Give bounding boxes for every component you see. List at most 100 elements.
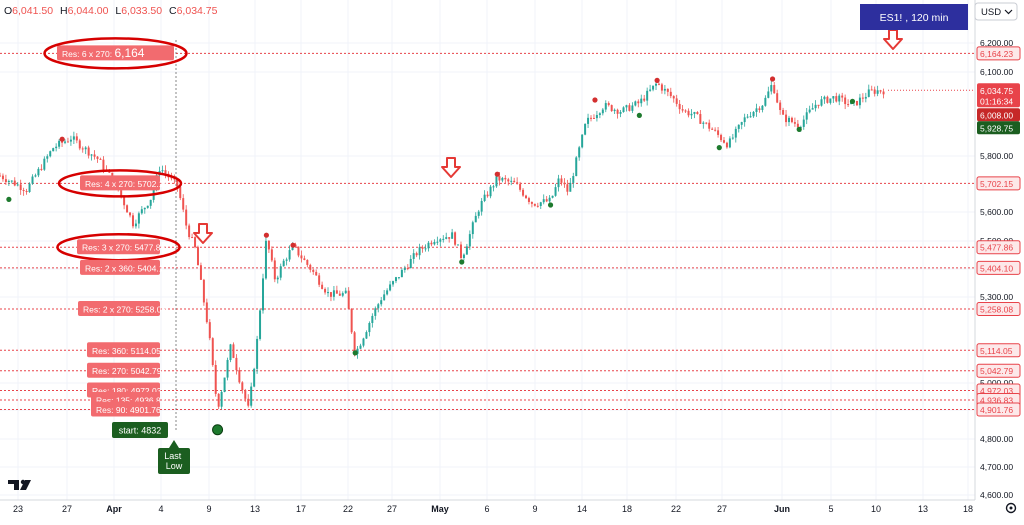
candle-body	[554, 187, 557, 196]
level-label-name: Res: 360:	[92, 346, 131, 356]
candle-body	[557, 178, 560, 188]
candle-body	[767, 91, 770, 98]
candle-body	[870, 89, 873, 91]
candle-body	[78, 140, 81, 149]
level-price-tag: 5,042.79	[976, 363, 1021, 378]
candle-body	[235, 357, 238, 371]
ohlc-readout: O6,041.50 H6,044.00 L6,033.50 C6,034.75	[4, 5, 218, 17]
candle-body	[711, 128, 714, 130]
candle-body	[347, 290, 350, 309]
level-price-tag: 6,164.23	[976, 46, 1021, 61]
candle-body	[261, 278, 264, 311]
candle-body	[832, 96, 835, 99]
level-price-tag-box	[976, 363, 1021, 378]
candle-body	[527, 198, 530, 202]
candle-body	[471, 222, 474, 235]
candle-body	[182, 198, 185, 210]
candle-body	[442, 238, 445, 240]
candle-body	[282, 260, 285, 267]
candle-body	[542, 199, 545, 203]
level-price-tag: 4,901.76	[976, 402, 1021, 417]
candle-body	[468, 234, 471, 247]
candle-body	[61, 140, 64, 143]
level-price-tag-text: 4,936.83	[980, 396, 1013, 406]
candle-body	[613, 109, 616, 112]
price-tick-label: 4,800.00	[980, 434, 1013, 444]
candle-body	[383, 294, 386, 301]
extra-price-tag: 5,928.75	[977, 121, 1020, 135]
level-label-text: Res: 270: 5042.79	[92, 366, 162, 376]
level-price-tag-box	[976, 302, 1021, 317]
candle-body	[625, 105, 628, 108]
candle-body	[702, 122, 705, 124]
level-label-text: Res: 360: 5114.05	[92, 346, 161, 356]
level-label-value: 5258.08	[135, 305, 166, 315]
candle-body	[539, 202, 542, 206]
candle-body	[131, 215, 134, 227]
level-price-tag-text: 5,404.10	[980, 263, 1013, 273]
candle-body	[779, 102, 782, 111]
candle-body	[427, 242, 430, 249]
level-price-tag: 5,477.86	[976, 240, 1021, 255]
currency-selector[interactable]: USD	[974, 2, 1018, 21]
price-tick-label: 4,600.00	[980, 490, 1013, 500]
last-low-word-2: Low	[166, 461, 183, 471]
level-label-box	[77, 239, 160, 255]
candle-body	[720, 134, 723, 141]
pivot-low-marker	[352, 350, 358, 356]
candle-body	[250, 386, 253, 406]
level-label-box	[78, 301, 160, 317]
pivot-low-marker	[796, 126, 802, 132]
candle-body	[356, 348, 359, 354]
level-label-text: Res: 2 x 360: 5404.1	[85, 263, 164, 273]
time-tick-label: 4	[158, 504, 163, 514]
time-axis[interactable]: 23 27 Apr 4 9 13 17 22 27 May 6 9 14 18 22 27 Jun 5 10 13 18	[13, 504, 973, 514]
level-price-tag-box	[976, 176, 1021, 191]
candle-body	[811, 108, 814, 110]
candle-body	[199, 265, 202, 280]
candle-body	[350, 308, 353, 333]
candle-body	[519, 184, 522, 190]
candle-body	[448, 237, 451, 239]
level-label-box	[80, 175, 160, 191]
candle-body	[436, 241, 439, 243]
candle-body	[510, 180, 513, 182]
candle-body	[587, 117, 590, 124]
level-label-text: Res: 4 x 270: 5702.15	[85, 179, 168, 189]
candle-body	[72, 136, 75, 140]
time-tick-label: 10	[871, 504, 881, 514]
candle-body	[610, 105, 613, 112]
candle-body	[37, 168, 40, 176]
candle-body	[808, 109, 811, 113]
start-label: start: 4832	[112, 422, 168, 438]
candle-body	[560, 178, 563, 183]
candle-body	[722, 140, 725, 143]
candle-body	[572, 176, 575, 183]
level-labels: Res: 6 x 270: 6,164 Res: 4 x 270: 5702.15…	[43, 37, 188, 417]
candle-body	[430, 242, 433, 245]
time-tick-label: 18	[622, 504, 632, 514]
level-label-value: 5702.15	[137, 179, 168, 189]
start-label-text: start: 4832	[119, 426, 162, 436]
low-label: L	[115, 5, 121, 17]
candle-body	[864, 96, 867, 99]
level-price-tag-text: 5,477.86	[980, 243, 1013, 253]
pivot-low-marker	[212, 424, 224, 436]
time-tick-label: 22	[343, 504, 353, 514]
level-label-text: Res: 135: 4936.83	[96, 396, 166, 406]
candle-body	[820, 99, 823, 106]
level-label-name: Res: 180:	[92, 386, 131, 396]
level-label-name: Res: 270:	[92, 366, 131, 376]
candle-body	[137, 213, 140, 224]
candle-body	[867, 89, 870, 97]
price-tick-label: 6,200.00	[980, 38, 1013, 48]
candle-body	[861, 97, 864, 99]
extra-price-tag-text: 5,928.75	[980, 123, 1013, 133]
candle-body	[220, 391, 223, 407]
settings-gear-icon[interactable]	[1005, 502, 1017, 514]
candle-body	[672, 96, 675, 99]
candle-body	[785, 114, 788, 123]
candle-body	[90, 154, 93, 156]
